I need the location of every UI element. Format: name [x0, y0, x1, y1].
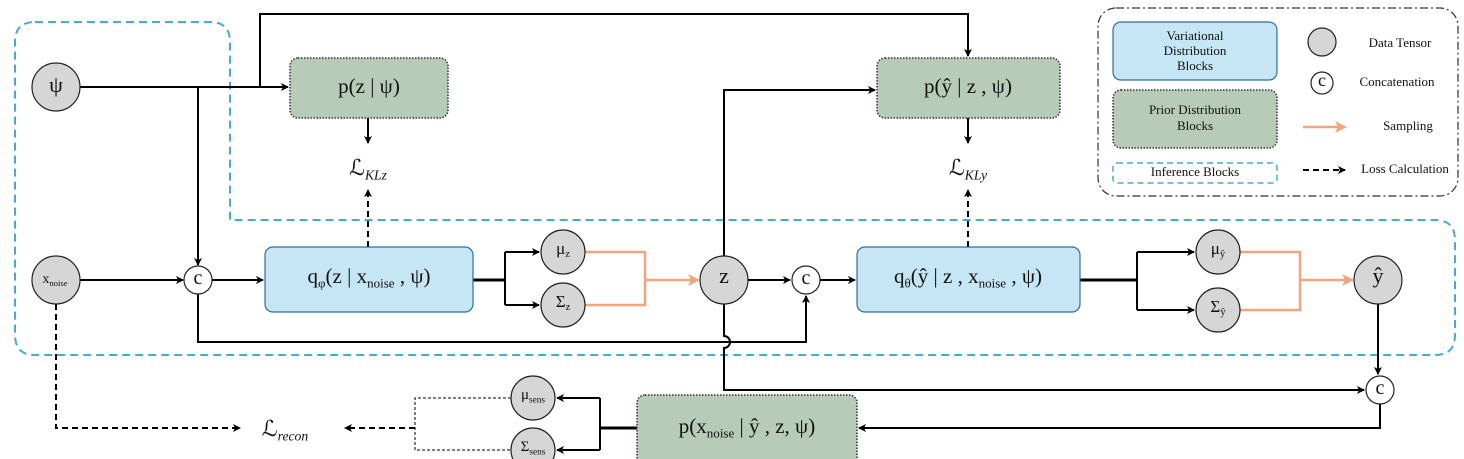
decoder-label: p(xnoise | ŷ , z, ψ) [679, 414, 815, 440]
sigma-z-label-part: Σ [556, 292, 566, 311]
psi-label-part: ψ [49, 72, 63, 97]
loss-kl-y: ℒKLy [949, 155, 988, 183]
posterior-y-label-subscript: θ [905, 275, 911, 290]
posterior-y-label-part: , ψ) [1006, 264, 1042, 288]
loss-kl-z: ℒKLz [349, 155, 388, 183]
legend-prior-swatch [1112, 89, 1278, 149]
posterior-z-block [264, 246, 474, 313]
mu-z-label-part: μ [556, 239, 565, 258]
concat-label: c [194, 267, 203, 289]
posterior-y-label: qθ(ŷ | z , xnoise , ψ) [894, 264, 1042, 290]
concat-node [1365, 375, 1395, 405]
legend-data-tensor-swatch [1307, 27, 1337, 57]
edges [55, 13, 1382, 450]
prior-y-label: p(ŷ | z , ψ) [924, 74, 1012, 98]
legend-loss-text: Loss Calculation [1361, 161, 1449, 176]
y-hat-label: ŷ [1373, 263, 1384, 288]
mu-sens-label-part: μ [521, 387, 529, 403]
psi-node [31, 62, 81, 112]
sigma-sens-label-part: Σ [521, 439, 530, 455]
loss-recon-part: ℒ [262, 416, 278, 441]
x-noise-label-subscript: noise [49, 278, 67, 288]
mu-sens-node [510, 375, 556, 421]
legend-prior-text: Blocks [1177, 118, 1213, 133]
sigma-z-label: Σz [556, 292, 571, 314]
legend-variational-text: Variational [1166, 28, 1223, 43]
loss-recon: ℒrecon [262, 416, 309, 444]
prior-y-label-part: p(ŷ | z , ψ) [924, 74, 1012, 98]
posterior-z-label-part: , ψ) [395, 264, 431, 288]
x-noise-label: xnoise [42, 272, 67, 288]
concat-label-part: c [1376, 377, 1385, 399]
loss-recon-subscript: recon [278, 429, 309, 444]
sigma-y-label-subscript: ŷ [1220, 308, 1226, 319]
y-hat-node [1353, 255, 1403, 305]
sigma-y-label: Σŷ [1210, 297, 1226, 319]
mu-sens-label: μsens [521, 387, 545, 405]
concat-label: c [802, 267, 811, 289]
posterior-z-label-part: q [308, 264, 319, 288]
prior-y-block [876, 57, 1061, 119]
z-label: z [719, 263, 729, 288]
mu-y-label: μŷ [1211, 239, 1226, 261]
posterior-y-label-part: (ŷ | z , x [911, 264, 979, 288]
sigma-y-node [1195, 287, 1241, 333]
decoder-label-part: p(x [679, 414, 707, 438]
sigma-z-label-subscript: z [566, 303, 571, 314]
legend-variational-text: Distribution [1164, 43, 1227, 58]
sigma-z-node [540, 282, 586, 328]
psi-label: ψ [49, 72, 63, 97]
legend-variational-text: Blocks [1177, 58, 1213, 73]
loss-kl-y-part: ℒ [949, 155, 965, 180]
concat-node [791, 265, 821, 295]
mu-y-label-subscript: ŷ [1220, 250, 1226, 261]
mu-y-node [1195, 229, 1241, 275]
concat-node [183, 265, 213, 295]
prior-z-label: p(z | ψ) [338, 74, 400, 98]
posterior-y-block [856, 246, 1081, 313]
posterior-z-label-part: (z | x [326, 264, 368, 288]
x-noise-node [31, 255, 81, 305]
posterior-z-label: qφ(z | xnoise , ψ) [308, 264, 431, 290]
loss-kl-y-subscript: KLy [964, 168, 988, 183]
concat-label: c [1376, 377, 1385, 399]
posterior-y-label-part: q [894, 264, 905, 288]
legend-sampling-text: Sampling [1383, 118, 1433, 133]
posterior-z-label-subscript: φ [318, 275, 326, 290]
mu-z-label: μz [556, 239, 570, 261]
mu-z-label-subscript: z [565, 250, 570, 261]
legend-variational-swatch [1112, 21, 1278, 81]
mu-y-label-part: μ [1211, 239, 1220, 258]
concat-label-part: c [802, 267, 811, 289]
legend-data-tensor-text: Data Tensor [1369, 35, 1432, 50]
decoder-label-subscript: noise [707, 425, 735, 440]
posterior-z-label-subscript: noise [367, 275, 395, 290]
posterior-y-label-subscript: noise [979, 275, 1007, 290]
decoder-block [636, 394, 858, 459]
legend-box [1097, 7, 1459, 197]
x-noise-label-part: x [42, 272, 49, 287]
sigma-sens-label-subscript: sens [529, 448, 545, 458]
loss-kl-z-part: ℒ [349, 155, 365, 180]
inference-region [14, 21, 1456, 356]
sigma-sens-label: Σsens [521, 439, 546, 457]
legend-inference-text: Inference Blocks [1151, 164, 1239, 179]
z-node [699, 255, 749, 305]
mu-z-node [540, 229, 586, 275]
decoder-label-part: | ŷ , z, ψ) [734, 414, 815, 438]
legend-concat-swatch [1310, 71, 1334, 95]
prior-z-label-part: p(z | ψ) [338, 74, 400, 98]
sigma-y-label-part: Σ [1210, 297, 1220, 316]
mu-sens-label-subscript: sens [529, 396, 545, 406]
sigma-sens-node [510, 427, 556, 459]
z-label-part: z [719, 263, 729, 288]
legend-prior-text: Prior Distribution [1149, 102, 1242, 117]
loss-kl-z-subscript: KLz [364, 168, 388, 183]
y-hat-label-part: ŷ [1373, 263, 1384, 288]
prior-z-block [289, 57, 449, 119]
legend-concatenation-text: Concatenation [1359, 74, 1435, 89]
concat-label-part: c [194, 267, 203, 289]
legend-concat-symbol: c [1318, 70, 1326, 90]
